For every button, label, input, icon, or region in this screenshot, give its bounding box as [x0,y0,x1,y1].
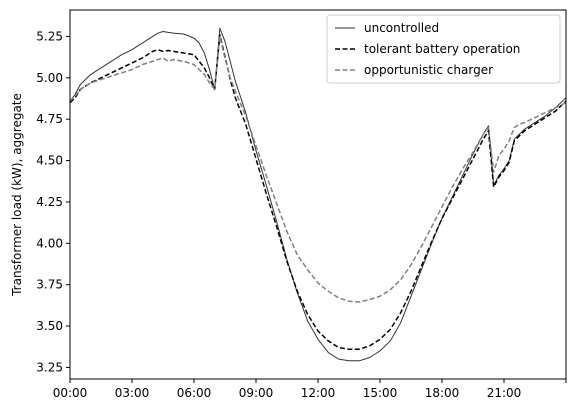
y-tick-label: 5.00 [36,71,63,85]
legend-label: opportunistic charger [364,63,493,77]
y-axis-ticks: 3.25 3.50 3.75 4.00 4.25 4.50 4.75 5.00 5.25 [36,29,70,374]
legend-box [326,14,561,84]
y-tick-label: 3.25 [36,360,63,374]
x-axis-ticks: 00:00 03:00 06:00 09:00 12:00 15:00 18:00 21:00 [53,379,567,400]
y-tick-label: 5.25 [36,29,63,43]
series-lines [69,27,567,362]
x-tick-label: 00:00 [53,386,88,400]
legend: uncontrolled tolerant battery operation op… [326,14,561,84]
y-tick-label: 4.75 [36,112,63,126]
x-tick-label: 12:00 [301,386,336,400]
legend-label: tolerant battery operation [364,42,520,56]
y-axis-title: Transformer load (kW), aggregate [10,93,24,297]
legend-label: uncontrolled [364,21,439,35]
y-tick-label: 4.50 [36,154,63,168]
x-tick-label: 09:00 [239,386,274,400]
series-line-3 [69,35,567,303]
legend-items: uncontrolled tolerant battery operation op… [335,21,520,77]
x-tick-label: 06:00 [177,386,212,400]
x-tick-label: 03:00 [115,386,150,400]
x-tick-label: 21:00 [487,386,522,400]
y-tick-label: 3.75 [36,278,63,292]
x-tick-label: 15:00 [363,386,398,400]
y-tick-label: 4.00 [36,236,63,250]
series-line-2 [69,34,567,350]
y-tick-label: 3.50 [36,319,63,333]
x-tick-label: 18:00 [425,386,460,400]
y-tick-label: 4.25 [36,195,63,209]
